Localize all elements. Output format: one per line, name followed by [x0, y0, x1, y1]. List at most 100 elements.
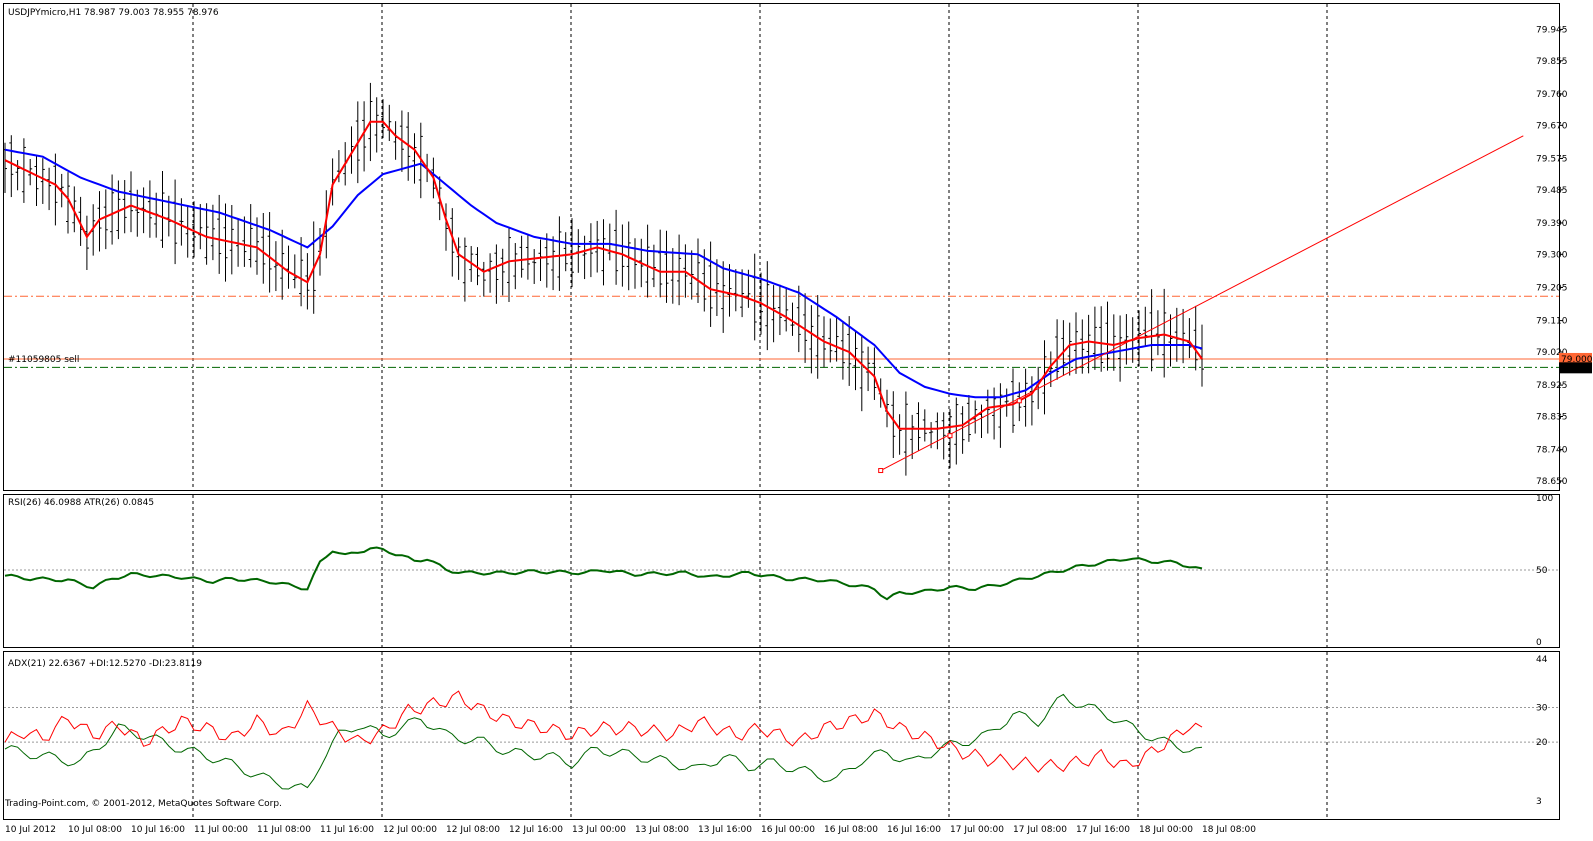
ohlc-bar: [897, 414, 902, 455]
ohlc-bar: [462, 237, 467, 302]
time-tick-label: 16 Jul 08:00: [824, 825, 878, 835]
ohlc-bar: [916, 402, 921, 451]
ohlc-bar: [992, 387, 997, 440]
adx-header: ADX(21) 22.6367 +DI:12.5270 -DI:23.8119: [8, 659, 202, 669]
time-tick-label: 10 Jul 2012: [5, 825, 56, 835]
ohlc-bar: [21, 138, 26, 203]
price-tick-label: 78.650: [1536, 477, 1568, 487]
ohlc-bar: [948, 409, 952, 469]
price-tick-label: 78.925: [1536, 381, 1568, 391]
ohlc-bar: [1092, 306, 1097, 370]
ohlc-bar: [941, 412, 946, 460]
ohlc-bar: [204, 203, 209, 265]
trendline[interactable]: [880, 135, 1524, 471]
ohlc-bar: [563, 232, 568, 272]
ohlc-bar: [387, 104, 392, 142]
ohlc-bar: [192, 201, 196, 258]
current-price-tag: [1559, 362, 1592, 374]
ohlc-bar: [998, 383, 1003, 448]
rsi-line: [4, 546, 1203, 601]
ohlc-bar: [840, 321, 845, 380]
ohlc-bar: [210, 204, 215, 261]
trendline-anchors[interactable]: [878, 398, 1022, 474]
ohlc-bar: [500, 248, 505, 296]
ohlc-bar: [1149, 289, 1154, 372]
ohlc-bar: [733, 269, 738, 312]
ohlc-bar: [147, 180, 152, 238]
price-tick-label: 79.945: [1536, 25, 1568, 35]
ohlc-bar: [966, 394, 971, 442]
ohlc-bar: [790, 302, 795, 336]
price-tick-label: 79.205: [1536, 283, 1568, 293]
time-tick-label: 10 Jul 16:00: [131, 825, 185, 835]
rsi-panel-frame: [3, 494, 1560, 648]
ohlc-bar: [670, 248, 675, 304]
ohlc-bar: [1124, 314, 1129, 365]
ohlc-bar: [721, 261, 726, 333]
ohlc-bar: [1168, 314, 1173, 367]
ohlc-bar: [299, 237, 304, 307]
adx-levels: [4, 706, 1559, 743]
time-tick-label: 17 Jul 00:00: [950, 825, 1004, 835]
rsi-panel[interactable]: RSI(26) 46.0988 ATR(26) 0.0845 100 50 0: [4, 494, 1559, 648]
ohlc-bar: [708, 241, 713, 327]
ohlc-bar: [588, 223, 593, 278]
ohlc-bar: [412, 133, 417, 184]
trendline-anchor[interactable]: [878, 468, 884, 474]
ohlc-bar: [702, 249, 707, 312]
rsi-axis: 100 50 0: [1536, 494, 1553, 648]
ohlc-bar: [406, 112, 411, 181]
time-tick-label: 17 Jul 08:00: [1013, 825, 1067, 835]
trendline-anchor[interactable]: [947, 433, 953, 439]
ohlc-bar: [185, 205, 190, 258]
ohlc-bar: [614, 209, 619, 285]
ohlc-bar: [828, 318, 833, 363]
rsi-header: RSI(26) 46.0988 ATR(26) 0.0845: [8, 498, 154, 508]
ohlc-bar: [626, 221, 631, 291]
ohlc-bar: [84, 215, 89, 270]
ohlc-bar: [985, 389, 990, 434]
ohlc-bar: [103, 189, 108, 250]
ohlc-bar: [834, 317, 839, 362]
ohlc-bar: [1011, 368, 1015, 433]
rsi-tick-label: 100: [1536, 494, 1553, 504]
price-tick-label: 78.835: [1536, 412, 1568, 422]
ohlc-bar: [116, 180, 121, 240]
ohlc-bar: [481, 261, 486, 297]
time-tick-label: 16 Jul 16:00: [887, 825, 941, 835]
price-panel[interactable]: USDJPYmicro,H1 78.987 79.003 78.955 78.9…: [3, 8, 1593, 487]
ohlc-bar: [3, 142, 7, 193]
trendline-anchor[interactable]: [1016, 398, 1022, 404]
adx-plus-di-line: [4, 693, 1203, 790]
ohlc-bar: [1048, 351, 1053, 388]
time-tick-label: 12 Jul 00:00: [383, 825, 437, 835]
ohlc-bar: [1105, 301, 1110, 371]
ohlc-bar: [1080, 319, 1085, 374]
adx-panel-frame: [3, 651, 1560, 820]
price-tick-label: 79.390: [1536, 219, 1568, 229]
ohlc-bar: [796, 285, 801, 353]
ohlc-bar: [1086, 314, 1091, 374]
ohlc-bar: [1187, 318, 1192, 359]
ohlc-bar: [696, 238, 700, 304]
ohlc-bar: [15, 160, 20, 191]
rsi-tick-label: 50: [1536, 566, 1548, 576]
time-tick-label: 11 Jul 08:00: [257, 825, 311, 835]
time-tick-label: 13 Jul 08:00: [635, 825, 689, 835]
ohlc-bar: [570, 218, 574, 288]
sell-price-tag-label: 79.000: [1561, 355, 1593, 365]
ohlc-bar: [381, 99, 385, 139]
ohlc-bar: [1118, 315, 1123, 382]
adx-tick-label: 3: [1536, 797, 1542, 807]
ohlc-bar: [374, 97, 379, 153]
adx-panel[interactable]: ADX(21) 22.6367 +DI:12.5270 -DI:23.8119 …: [4, 655, 1559, 809]
ohlc-bar: [551, 236, 556, 291]
ohlc-bar: [544, 233, 549, 288]
time-tick-label: 13 Jul 16:00: [698, 825, 752, 835]
period-separators: [192, 4, 1328, 819]
ohlc-bar: [1181, 308, 1186, 364]
ohlc-bar: [488, 253, 493, 293]
ohlc-bar: [771, 285, 776, 343]
ohlc-bar: [910, 414, 915, 460]
